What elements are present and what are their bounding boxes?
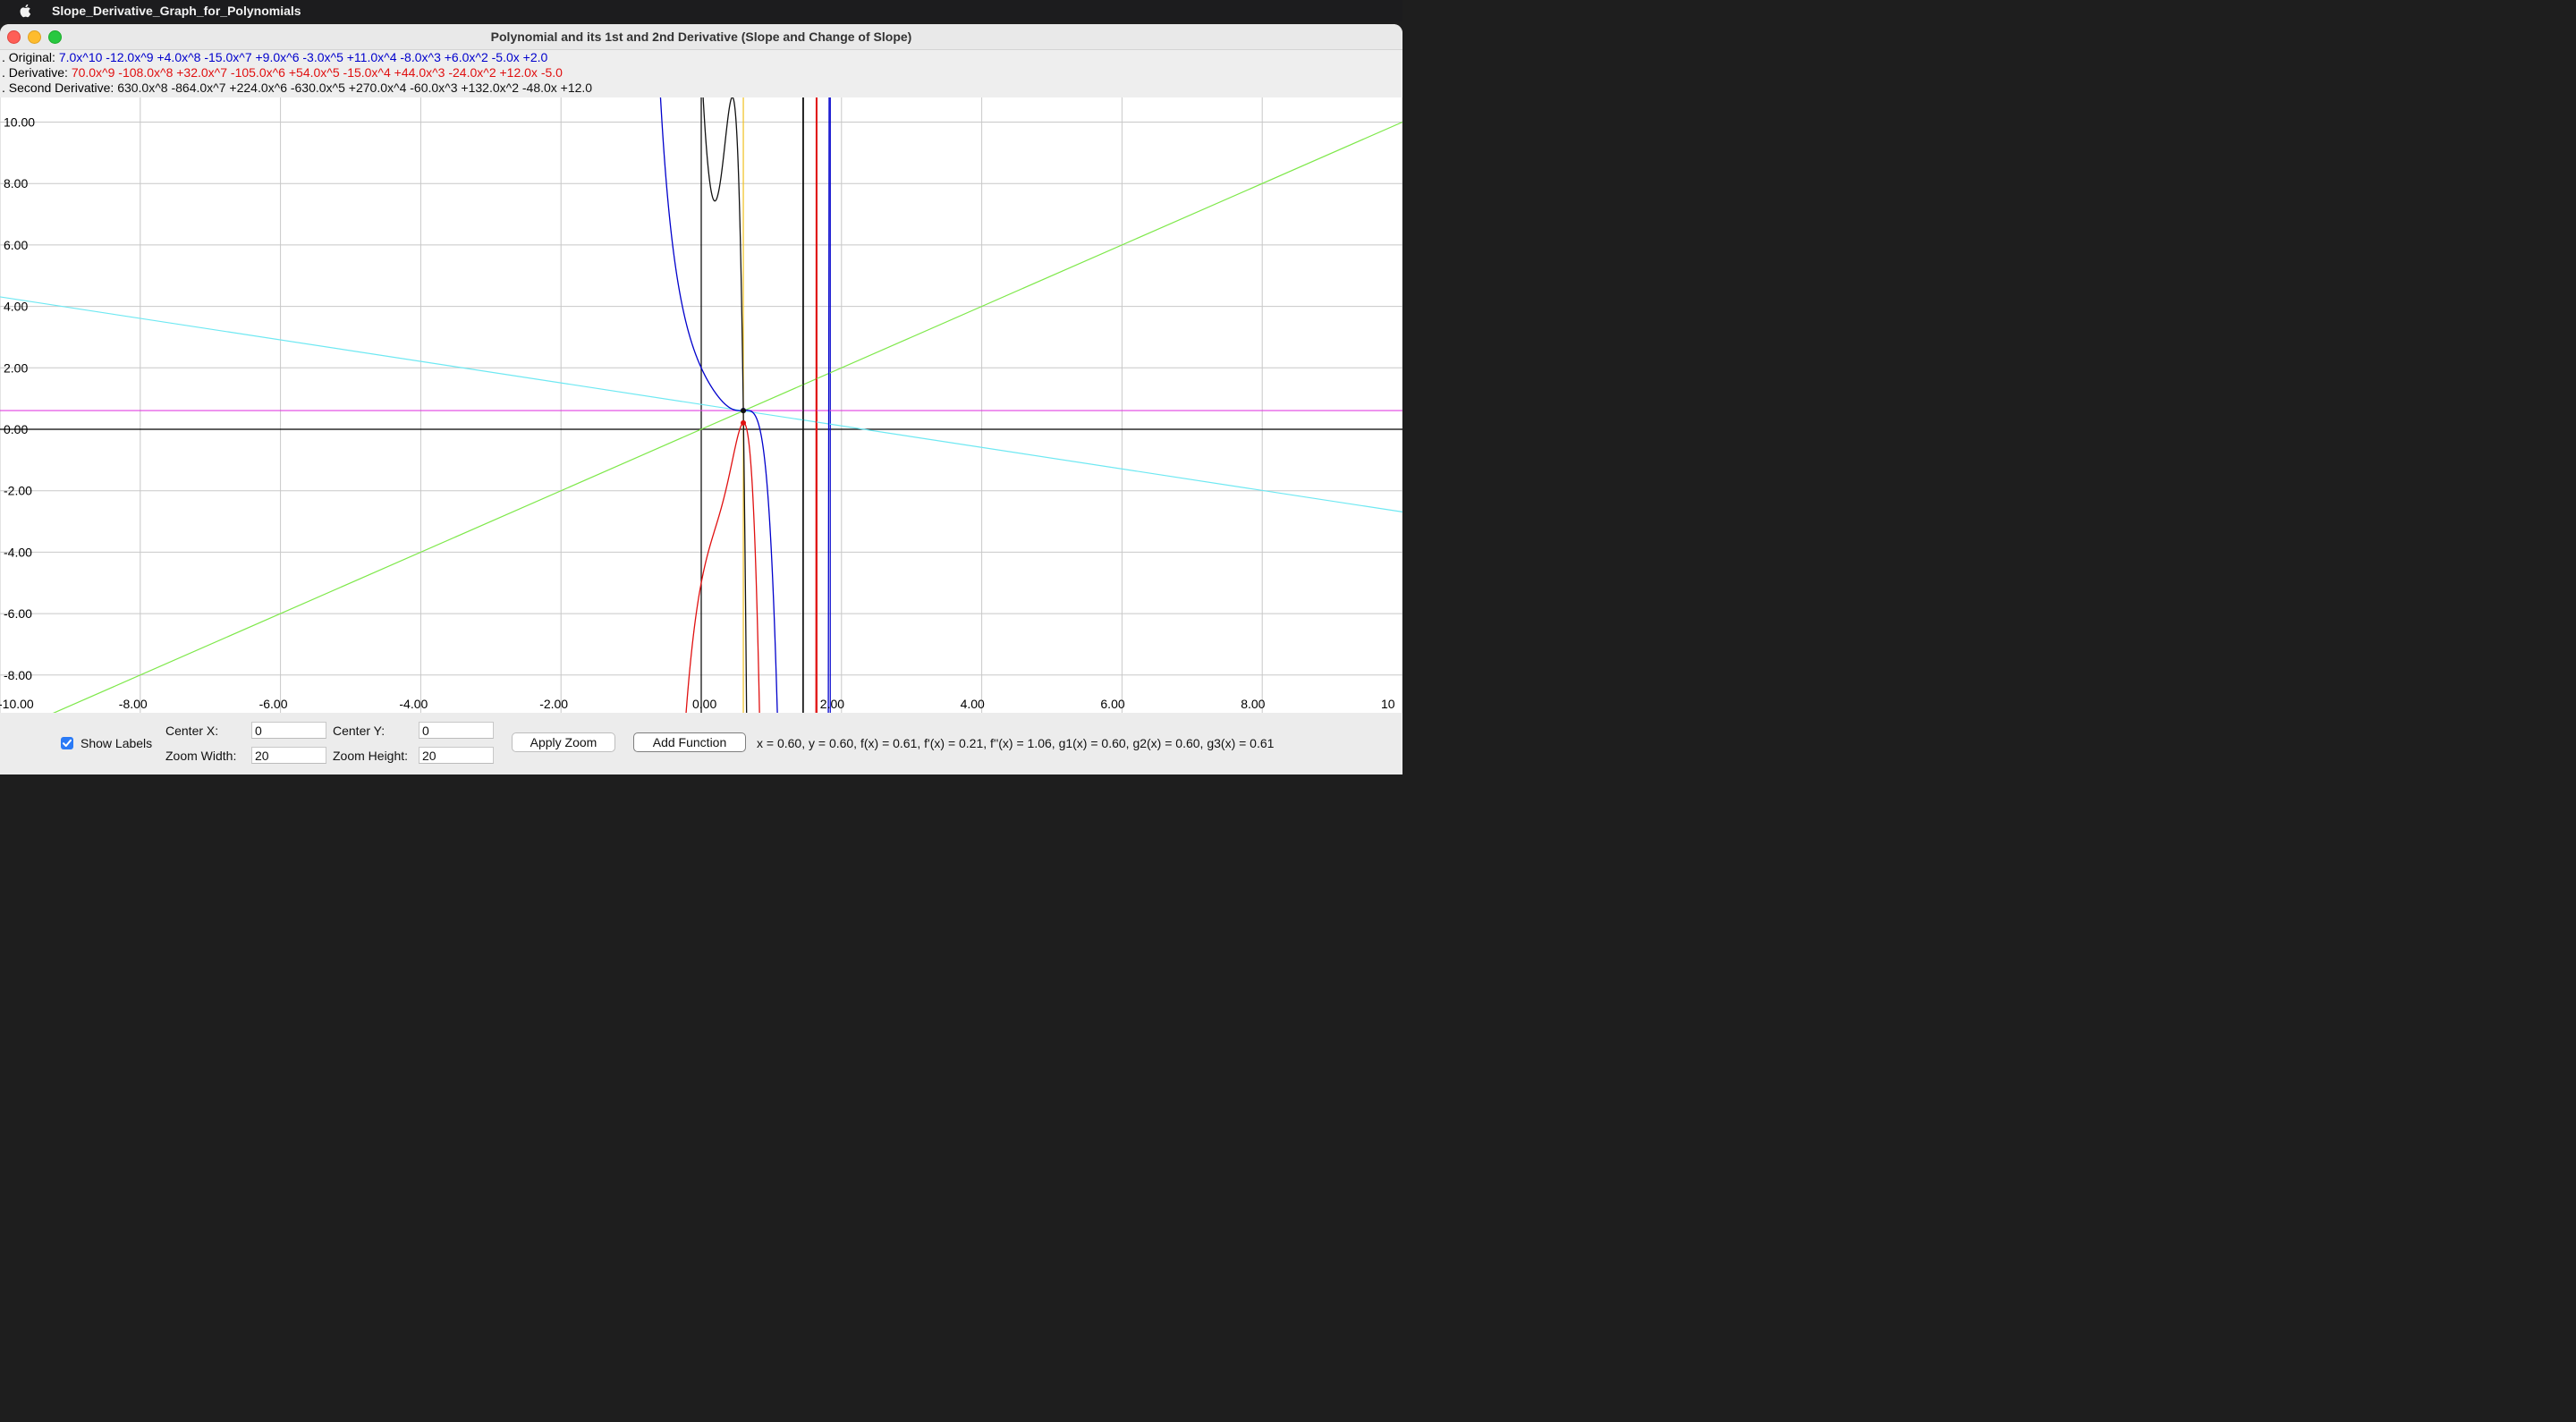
function-curves <box>659 97 830 713</box>
zoom-button[interactable] <box>48 30 62 44</box>
tangent-line-1 <box>52 121 1402 713</box>
zoom-width-input[interactable]: 20 <box>251 747 326 764</box>
checkmark-icon <box>63 739 72 747</box>
x-tick-label: -4.00 <box>399 697 428 711</box>
cursor-points <box>741 407 747 426</box>
show-labels-checkbox[interactable] <box>61 737 73 749</box>
y-tick-label: -2.00 <box>4 484 32 498</box>
second-derivative-label: . Second Derivative: <box>2 80 114 95</box>
apply-zoom-button[interactable]: Apply Zoom <box>512 732 615 752</box>
apple-icon[interactable] <box>18 3 34 19</box>
y-tick-label: 4.00 <box>4 300 28 314</box>
y-tick-label: 10.00 <box>4 115 35 130</box>
second-derivative-expression: 630.0x^8 -864.0x^7 +224.0x^6 -630.0x^5 +… <box>117 80 593 95</box>
second-derivative-point <box>741 408 747 414</box>
minimize-button[interactable] <box>28 30 41 44</box>
derivative-equation: . Derivative: 70.0x^9 -108.0x^8 +32.0x^7… <box>2 65 563 80</box>
derivative-point <box>741 419 747 426</box>
x-tick-label: 10 <box>1381 697 1395 711</box>
x-tick-label: -8.00 <box>119 697 148 711</box>
original-label: . Original: <box>2 50 55 64</box>
center-y-label: Center Y: <box>333 724 386 738</box>
graph-svg[interactable]: -10.00 -8.00 -6.00 -4.00 -2.00 0.00 2.00 4.00 6.… <box>0 97 1402 713</box>
y-tick-label: -6.00 <box>4 606 32 621</box>
graph-canvas[interactable]: -10.00 -8.00 -6.00 -4.00 -2.00 0.00 2.00 4.00 6.… <box>0 97 1402 713</box>
zoom-width-label: Zoom Width: <box>165 749 237 763</box>
equations-panel: . Original: 7.0x^10 -12.0x^9 +4.0x^8 -15… <box>0 50 1402 97</box>
show-labels-label[interactable]: Show Labels <box>80 736 153 750</box>
y-tick-label: 0.00 <box>4 422 28 436</box>
center-x-label: Center X: <box>165 724 219 738</box>
second-derivative-curve <box>702 97 804 713</box>
x-tick-label: -10.00 <box>0 697 34 711</box>
y-tick-label: -8.00 <box>4 668 32 682</box>
original-curve <box>659 97 830 713</box>
x-tick-label: 2.00 <box>820 697 844 711</box>
x-tick-label: -6.00 <box>259 697 288 711</box>
menu-bar: Slope_Derivative_Graph_for_Polynomials <box>0 0 1402 21</box>
zoom-height-label: Zoom Height: <box>333 749 409 763</box>
original-expression: 7.0x^10 -12.0x^9 +4.0x^8 -15.0x^7 +9.0x^… <box>58 50 548 64</box>
x-tick-label: 8.00 <box>1241 697 1265 711</box>
axes <box>0 97 1402 713</box>
center-y-input[interactable]: 0 <box>419 722 494 739</box>
x-tick-label: 6.00 <box>1100 697 1124 711</box>
y-tick-label: 2.00 <box>4 360 28 375</box>
derivative-label: . Derivative: <box>2 65 68 80</box>
x-tick-label: 0.00 <box>692 697 716 711</box>
center-x-input[interactable]: 0 <box>251 722 326 739</box>
app-name[interactable]: Slope_Derivative_Graph_for_Polynomials <box>52 4 301 18</box>
derivative-curve <box>685 97 818 713</box>
original-equation: . Original: 7.0x^10 -12.0x^9 +4.0x^8 -15… <box>2 50 547 65</box>
zoom-height-input[interactable]: 20 <box>419 747 494 764</box>
tick-labels: -10.00 -8.00 -6.00 -4.00 -2.00 0.00 2.00 4.00 6.… <box>0 115 1395 712</box>
window-title: Polynomial and its 1st and 2nd Derivativ… <box>490 30 912 44</box>
second-derivative-equation: . Second Derivative: 630.0x^8 -864.0x^7 … <box>2 80 592 96</box>
y-tick-label: -4.00 <box>4 545 32 559</box>
y-tick-label: 6.00 <box>4 238 28 252</box>
derivative-expression: 70.0x^9 -108.0x^8 +32.0x^7 -105.0x^6 +54… <box>71 65 563 80</box>
close-button[interactable] <box>7 30 21 44</box>
status-readout: x = 0.60, y = 0.60, f(x) = 0.61, f'(x) =… <box>757 736 1275 750</box>
x-tick-label: 4.00 <box>961 697 985 711</box>
x-tick-label: -2.00 <box>539 697 568 711</box>
add-function-button[interactable]: Add Function <box>633 732 746 752</box>
title-bar: Polynomial and its 1st and 2nd Derivativ… <box>0 24 1402 50</box>
tangent-line-2 <box>0 296 1402 512</box>
y-tick-label: 8.00 <box>4 176 28 190</box>
control-panel: Show Labels Center X: 0 Zoom Width: 20 C… <box>0 714 1402 774</box>
app-window: Polynomial and its 1st and 2nd Derivativ… <box>0 24 1402 774</box>
